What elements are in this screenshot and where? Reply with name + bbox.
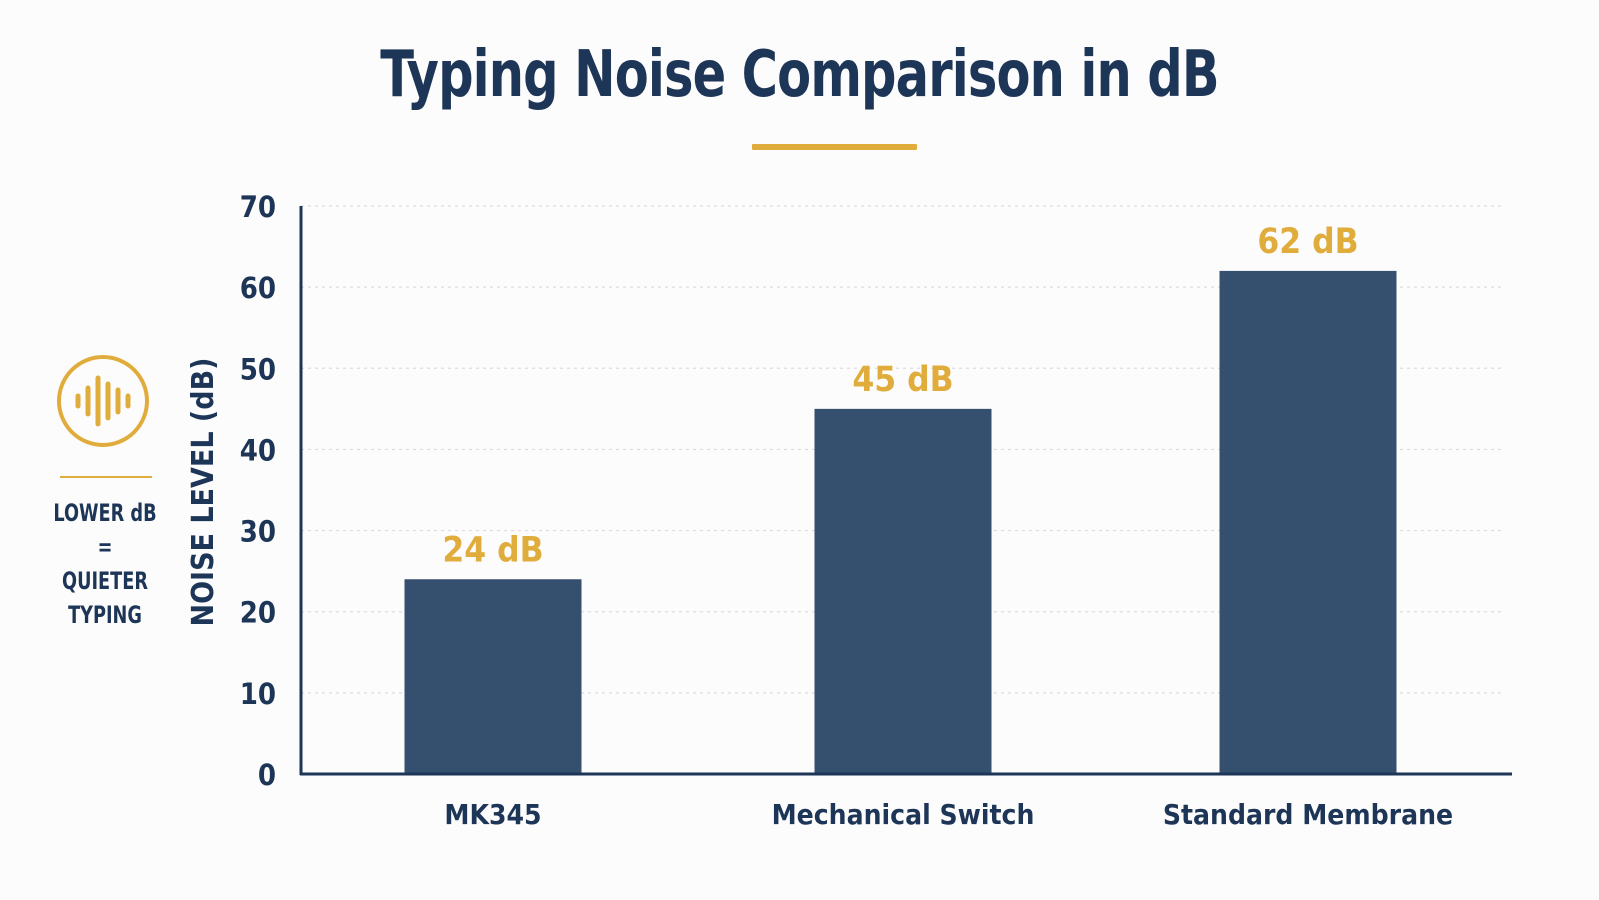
bar <box>1219 270 1397 774</box>
y-tick-label: 20 <box>240 596 276 630</box>
y-tick-label: 40 <box>240 433 276 467</box>
y-tick-label: 70 <box>240 190 276 224</box>
y-tick-label: 30 <box>240 515 276 549</box>
chart-title: Typing Noise Comparison in dB <box>380 38 1219 112</box>
y-tick-label: 60 <box>240 271 276 305</box>
y-axis-title: NOISE LEVEL (dB) <box>186 358 221 627</box>
category-label: Mechanical Switch <box>772 798 1035 831</box>
bars <box>404 270 1397 774</box>
labels: 0 10 20 30 40 50 60 70 24 dB MK345 45 dB Mechanical… <box>186 190 1453 831</box>
bar <box>404 579 582 774</box>
axes <box>299 206 1512 776</box>
sound-wave-icon <box>57 355 149 447</box>
data-label: 62 dB <box>1257 222 1358 262</box>
data-label: 24 dB <box>442 530 543 570</box>
y-tick-label: 0 <box>258 758 276 792</box>
data-label: 45 dB <box>852 360 953 400</box>
y-tick-label: 50 <box>240 352 276 386</box>
bar <box>814 408 992 774</box>
category-label: MK345 <box>444 798 541 831</box>
y-tick-label: 10 <box>240 677 276 711</box>
side-note-text: LOWER dB = QUIETER TYPING <box>53 499 157 629</box>
category-label: Standard Membrane <box>1163 798 1453 831</box>
title-underline <box>752 144 917 150</box>
side-note-divider <box>60 476 152 478</box>
